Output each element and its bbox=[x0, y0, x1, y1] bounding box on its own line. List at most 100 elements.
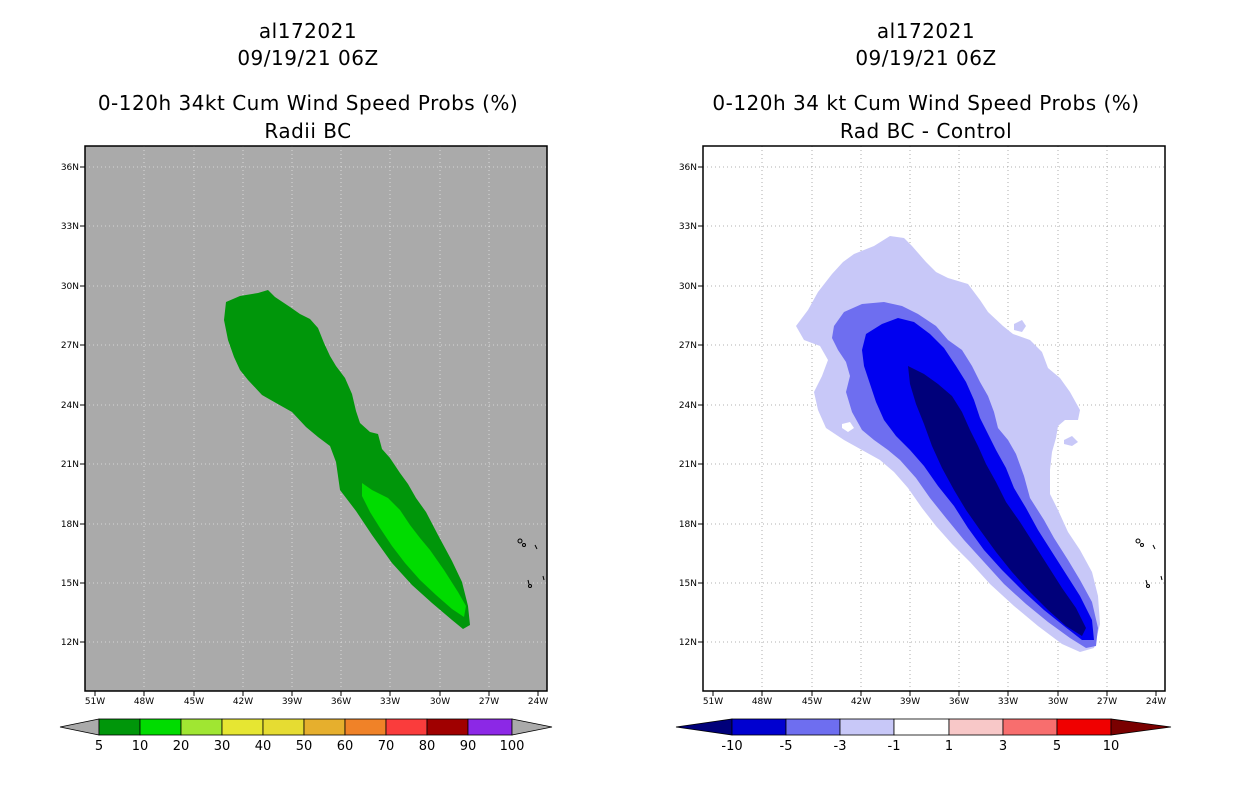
right-x-label-42w: 42W bbox=[851, 697, 871, 707]
right-colorbar-label-minus10: -10 bbox=[721, 739, 742, 754]
right-x-label-48w: 48W bbox=[752, 697, 772, 707]
right-x-label-45w: 45W bbox=[802, 697, 822, 707]
left-colorbar-label-30: 30 bbox=[214, 739, 231, 754]
right-colorbar-label-5: 5 bbox=[1053, 739, 1061, 754]
left-x-label-51w: 51W bbox=[85, 697, 105, 707]
left-colorbar-label-90: 90 bbox=[460, 739, 477, 754]
right-title-subtitle: Rad BC - Control bbox=[839, 119, 1013, 143]
right-map-frame bbox=[702, 145, 1166, 692]
right-title-datetime: 09/19/21 06Z bbox=[855, 46, 997, 70]
left-y-label-36n: 36N bbox=[61, 163, 79, 173]
left-x-label-48w: 48W bbox=[134, 697, 154, 707]
left-colorbar-label-20: 20 bbox=[173, 739, 190, 754]
left-colorbar-swatch-3 bbox=[221, 718, 264, 736]
right-x-label-51w: 51W bbox=[703, 697, 723, 707]
right-x-label-36w: 36W bbox=[949, 697, 969, 707]
left-colorbar-swatch-2 bbox=[180, 718, 223, 736]
left-x-label-27w: 27W bbox=[479, 697, 499, 707]
right-colorbar-label-minus3: -3 bbox=[834, 739, 847, 754]
right-y-label-27n: 27N bbox=[679, 341, 697, 351]
right-colorbar-swatch-6 bbox=[1056, 718, 1112, 736]
right-diff-small-patches bbox=[842, 320, 1078, 446]
left-colorbar-swatch-5 bbox=[303, 718, 346, 736]
left-prob-contour-10pct bbox=[362, 483, 466, 617]
left-y-label-30n: 30N bbox=[61, 282, 79, 292]
left-x-axis-ticks bbox=[94, 691, 539, 696]
right-colorbar-label-minus5: -5 bbox=[780, 739, 793, 754]
right-map: 51W 48W 45W 42W 39W 36W 33W 30W 27W 24W … bbox=[675, 145, 1172, 754]
left-x-label-33w: 33W bbox=[380, 697, 400, 707]
right-colorbar-swatch-4 bbox=[948, 718, 1004, 736]
right-colorbar-swatch-3 bbox=[893, 718, 950, 736]
left-y-label-18n: 18N bbox=[61, 520, 79, 530]
left-colorbar-high-arrow bbox=[511, 718, 553, 736]
left-x-label-36w: 36W bbox=[331, 697, 351, 707]
right-island-cape-verde bbox=[1135, 538, 1163, 588]
right-colorbar-low-arrow bbox=[675, 718, 733, 736]
left-x-label-30w: 30W bbox=[430, 697, 450, 707]
left-title-datetime: 09/19/21 06Z bbox=[237, 46, 379, 70]
left-x-label-45w: 45W bbox=[184, 697, 204, 707]
right-colorbar bbox=[675, 718, 1172, 736]
right-colorbar-label-minus1: -1 bbox=[888, 739, 901, 754]
left-colorbar-label-100: 100 bbox=[500, 739, 525, 754]
left-y-label-33n: 33N bbox=[61, 222, 79, 232]
right-x-label-27w: 27W bbox=[1097, 697, 1117, 707]
left-title-product: 0-120h 34kt Cum Wind Speed Probs (%) bbox=[97, 91, 519, 115]
right-y-label-21n: 21N bbox=[679, 460, 697, 470]
right-diff-contour-minus10 bbox=[908, 366, 1086, 636]
right-x-axis-ticks bbox=[712, 691, 1157, 696]
left-colorbar bbox=[59, 718, 553, 736]
left-colorbar-swatch-0 bbox=[98, 718, 141, 736]
right-y-label-12n: 12N bbox=[679, 638, 697, 648]
left-colorbar-label-50: 50 bbox=[296, 739, 313, 754]
right-x-label-39w: 39W bbox=[900, 697, 920, 707]
left-x-label-24w: 24W bbox=[528, 697, 548, 707]
right-x-label-24w: 24W bbox=[1146, 697, 1166, 707]
left-colorbar-swatch-9 bbox=[467, 718, 513, 736]
left-colorbar-swatch-4 bbox=[262, 718, 305, 736]
left-colorbar-label-40: 40 bbox=[255, 739, 272, 754]
right-colorbar-label-1: 1 bbox=[945, 739, 953, 754]
right-y-label-15n: 15N bbox=[679, 579, 697, 589]
left-colorbar-label-70: 70 bbox=[378, 739, 395, 754]
left-y-axis-ticks bbox=[80, 166, 85, 643]
left-colorbar-swatch-7 bbox=[385, 718, 428, 736]
left-y-label-12n: 12N bbox=[61, 638, 79, 648]
left-title-subtitle: Radii BC bbox=[264, 119, 352, 143]
left-colorbar-swatch-8 bbox=[426, 718, 469, 736]
right-x-label-30w: 30W bbox=[1048, 697, 1068, 707]
left-colorbar-label-80: 80 bbox=[419, 739, 436, 754]
right-title-storm-id: al172021 bbox=[876, 19, 976, 43]
left-x-label-42w: 42W bbox=[233, 697, 253, 707]
left-colorbar-swatch-6 bbox=[344, 718, 387, 736]
left-colorbar-swatch-1 bbox=[139, 718, 182, 736]
right-y-label-33n: 33N bbox=[679, 222, 697, 232]
left-colorbar-label-5: 5 bbox=[95, 739, 103, 754]
right-colorbar-swatch-5 bbox=[1002, 718, 1058, 736]
right-colorbar-swatch-2 bbox=[839, 718, 895, 736]
left-colorbar-low-arrow bbox=[59, 718, 100, 736]
left-y-label-24n: 24N bbox=[61, 401, 79, 411]
right-colorbar-label-3: 3 bbox=[999, 739, 1007, 754]
left-title-storm-id: al172021 bbox=[258, 19, 358, 43]
left-y-label-21n: 21N bbox=[61, 460, 79, 470]
right-title-product: 0-120h 34 kt Cum Wind Speed Probs (%) bbox=[712, 91, 1140, 115]
right-colorbar-swatch-0 bbox=[731, 718, 787, 736]
right-y-label-30n: 30N bbox=[679, 282, 697, 292]
right-colorbar-high-arrow bbox=[1110, 718, 1172, 736]
right-colorbar-swatch-1 bbox=[785, 718, 841, 736]
left-colorbar-label-10: 10 bbox=[132, 739, 149, 754]
right-colorbar-label-10: 10 bbox=[1103, 739, 1120, 754]
right-y-label-18n: 18N bbox=[679, 520, 697, 530]
left-y-label-15n: 15N bbox=[61, 579, 79, 589]
left-y-label-27n: 27N bbox=[61, 341, 79, 351]
right-y-label-36n: 36N bbox=[679, 163, 697, 173]
left-colorbar-label-60: 60 bbox=[337, 739, 354, 754]
right-x-label-33w: 33W bbox=[998, 697, 1018, 707]
left-island-cape-verde bbox=[517, 538, 545, 588]
left-x-label-39w: 39W bbox=[282, 697, 302, 707]
left-map: 51W 48W 45W 42W 39W 36W 33W 30W 27W 24W … bbox=[59, 145, 553, 754]
left-map-frame bbox=[84, 145, 548, 692]
right-y-axis-ticks bbox=[698, 166, 703, 643]
